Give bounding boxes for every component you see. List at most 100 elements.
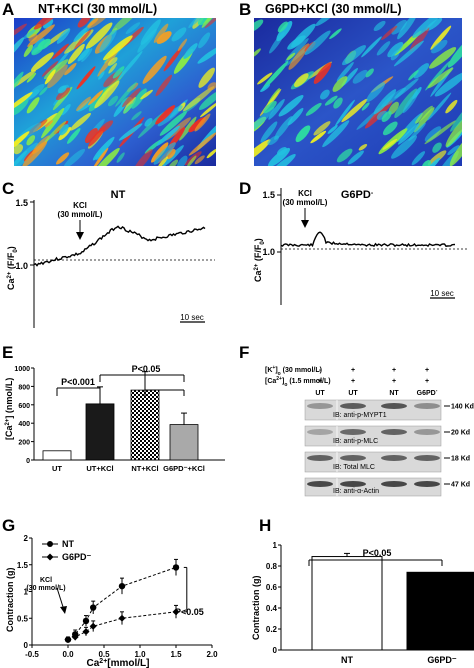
heatmap-streak xyxy=(288,43,310,70)
heatmap-streak xyxy=(424,120,456,145)
heatmap-streak xyxy=(144,117,153,127)
x-tick-label: 0.0 xyxy=(62,650,74,659)
blot-band xyxy=(307,481,333,487)
heatmap-streak xyxy=(381,87,406,108)
heatmap-streak xyxy=(394,88,418,119)
bar xyxy=(42,450,72,461)
heatmap-streak xyxy=(112,66,125,79)
blot-band xyxy=(340,481,366,487)
heatmap-streak xyxy=(424,126,442,142)
heatmap-streak xyxy=(183,86,215,112)
heatmap-streak xyxy=(140,89,153,100)
heatmap-streak xyxy=(381,25,398,41)
heatmap-streak xyxy=(254,19,264,33)
y-axis-label: Contraction (g) xyxy=(251,576,261,641)
heatmap-streak xyxy=(183,43,198,59)
heatmap-streak xyxy=(194,155,205,165)
heatmap-streak xyxy=(335,99,355,127)
panel-label: H xyxy=(259,516,272,535)
heatmap-streak xyxy=(156,125,181,146)
heatmap-streak xyxy=(42,18,54,29)
sign-ca: + xyxy=(351,378,355,385)
panel-label: E xyxy=(2,343,14,362)
kd-label: 47 Kd xyxy=(451,482,470,489)
x-tick-label: 1.5 xyxy=(170,650,182,659)
lane-label: UT xyxy=(348,390,358,397)
blot-band xyxy=(414,429,440,435)
annotation-kcl-conc: (30 mmol/L) xyxy=(283,198,328,207)
heatmap-streak xyxy=(115,81,137,107)
heatmap-streak xyxy=(123,103,134,114)
heatmap-streak xyxy=(286,52,296,61)
heatmap-streak xyxy=(315,18,337,27)
panel-label: B xyxy=(239,0,252,19)
heatmap-streak xyxy=(445,114,462,147)
y-tick-label: 0.6 xyxy=(266,583,278,592)
heatmap-streak xyxy=(431,39,448,54)
panel-e: E [Ca2+] (nmol/L) 0 200 400 600 800 1000 UT UT… xyxy=(0,340,237,480)
heatmap-streak xyxy=(74,29,92,50)
heatmap-streak xyxy=(294,73,309,88)
heatmap-streak xyxy=(26,135,36,146)
heatmap-streak xyxy=(153,142,176,165)
heatmap-streak xyxy=(118,123,143,141)
data-point xyxy=(89,622,97,630)
condition-row-ca: [Ca2+]o (1.5 mmol/L) xyxy=(265,376,331,388)
blot-band xyxy=(381,455,407,461)
heatmap-streak xyxy=(336,148,353,163)
heatmap-streak xyxy=(41,61,59,77)
data-point xyxy=(118,582,126,590)
y-tick-label: 0.2 xyxy=(266,625,278,634)
heatmap-streak xyxy=(427,67,454,89)
heatmap-streak xyxy=(67,128,81,144)
heatmap-streak xyxy=(57,85,67,94)
y-tick-label: 800 xyxy=(18,384,30,391)
heatmap-streak xyxy=(107,95,119,107)
heatmap-streak xyxy=(304,30,331,56)
y-tick-label: 0.8 xyxy=(266,562,278,571)
heatmap-streak xyxy=(140,19,161,45)
heatmap-streak xyxy=(150,142,169,163)
kd-label: 140 Kd xyxy=(451,404,474,411)
panel-title: G6PD+KCl (30 mmol/L) xyxy=(265,2,402,16)
panel-label: G xyxy=(2,516,16,535)
heatmap-streak xyxy=(93,147,120,166)
heatmap-streak xyxy=(198,67,215,88)
y-tick-label: 400 xyxy=(18,421,30,428)
heatmap-streak xyxy=(366,82,386,102)
data-point xyxy=(64,636,72,644)
heatmap-streak xyxy=(269,154,296,166)
heatmap-streak xyxy=(352,69,368,84)
heatmap-streak xyxy=(397,123,420,145)
heatmap-streak xyxy=(412,18,441,38)
heatmap-streak xyxy=(14,92,33,111)
legend-label: G6PD⁻ xyxy=(62,552,92,562)
heatmap-streak xyxy=(27,24,55,47)
ib-label: IB: Total MLC xyxy=(333,464,375,471)
data-point xyxy=(172,608,180,616)
heatmap-streak xyxy=(361,102,370,111)
blot-band xyxy=(307,403,333,409)
heatmap-streak xyxy=(58,124,69,136)
heatmap-streak xyxy=(277,21,288,33)
heatmap-streak xyxy=(287,35,306,50)
heatmap-streak xyxy=(56,28,71,44)
heatmap-streak xyxy=(166,148,176,160)
blot-band xyxy=(340,403,366,409)
heatmap-streak xyxy=(122,87,141,108)
y-tick-label: 1.5 xyxy=(17,561,29,570)
heatmap-streak xyxy=(14,131,30,152)
heatmap-streak xyxy=(347,150,364,165)
x-tick-label: G6PD⁻+KCl xyxy=(163,464,205,473)
heatmap-streak xyxy=(26,72,37,83)
x-tick-label: -0.5 xyxy=(25,650,39,659)
bar-chart-calcium: [Ca2+] (nmol/L) 0 200 400 600 800 1000 UT UT+K… xyxy=(4,364,225,473)
heatmap-streak xyxy=(361,36,382,58)
annotation-kcl: KCl xyxy=(298,189,312,198)
heatmap-streak xyxy=(254,139,271,164)
heatmap-streak xyxy=(23,29,36,40)
heatmap-streak xyxy=(427,150,447,166)
heatmap-streak xyxy=(393,40,424,67)
blot-band xyxy=(340,429,366,435)
heatmap-streak xyxy=(402,91,419,114)
